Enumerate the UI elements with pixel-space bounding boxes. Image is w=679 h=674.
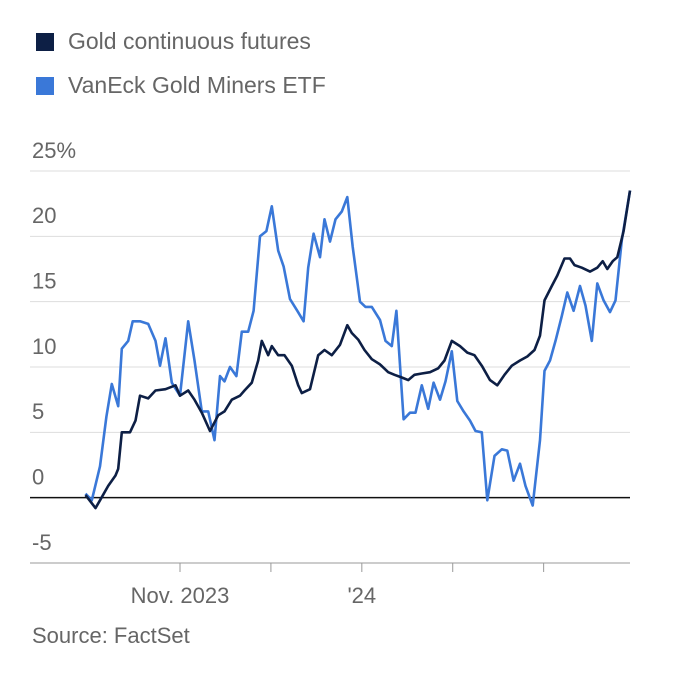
legend-label: Gold continuous futures — [68, 28, 311, 54]
y-tick-label: 10 — [32, 334, 56, 359]
legend-swatch — [36, 33, 54, 51]
y-tick-label: 0 — [32, 464, 44, 489]
y-tick-label: 5 — [32, 399, 44, 424]
x-tick-label: Nov. 2023 — [131, 583, 230, 608]
series-line — [84, 190, 632, 510]
y-tick-label: 15 — [32, 268, 56, 293]
y-tick-label: -5 — [32, 530, 52, 555]
legend-swatch — [36, 77, 54, 95]
legend-label: VanEck Gold Miners ETF — [68, 72, 326, 98]
y-tick-label: 25% — [32, 138, 76, 163]
x-tick-label: '24 — [347, 583, 376, 608]
source-note: Source: FactSet — [32, 623, 190, 648]
series-line — [84, 190, 632, 507]
y-tick-label: 20 — [32, 203, 56, 228]
